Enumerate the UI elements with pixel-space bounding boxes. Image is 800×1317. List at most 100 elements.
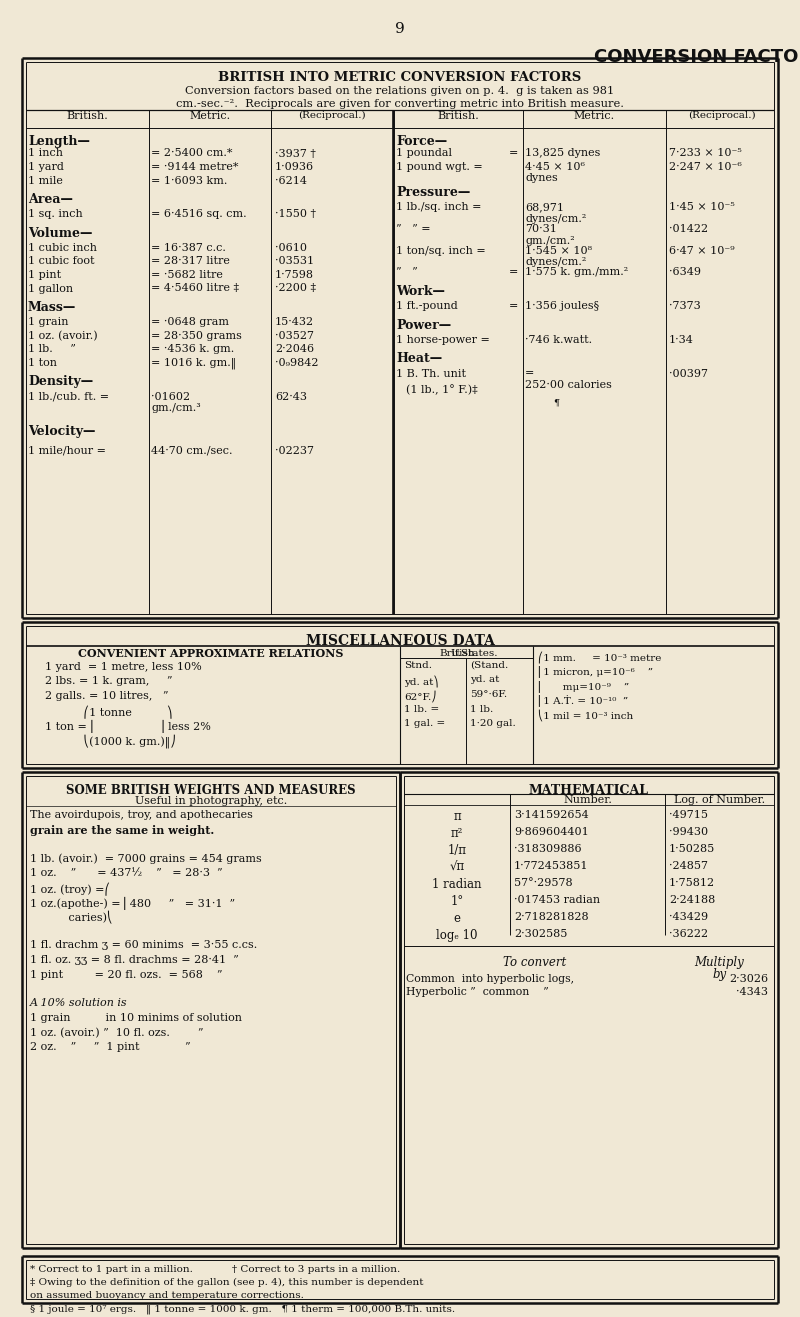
- Text: 1 cubic inch: 1 cubic inch: [28, 244, 97, 253]
- Text: Mass—: Mass—: [28, 302, 76, 313]
- Text: Metric.: Metric.: [574, 111, 615, 121]
- Text: e: e: [454, 911, 461, 925]
- Text: 1 mile: 1 mile: [28, 175, 63, 186]
- Text: ·01422: ·01422: [669, 224, 708, 234]
- Text: Conversion factors based on the relations given on p. 4.  g is taken as 981: Conversion factors based on the relation…: [186, 86, 614, 96]
- Text: ·0₉9842: ·0₉9842: [275, 358, 318, 367]
- Text: Pressure—: Pressure—: [396, 186, 470, 199]
- Text: ·6214: ·6214: [275, 175, 307, 186]
- Text: yd. at⎞: yd. at⎞: [404, 676, 438, 687]
- Text: 1 grain          in 10 minims of solution: 1 grain in 10 minims of solution: [30, 1013, 242, 1023]
- Text: Stnd.: Stnd.: [404, 661, 432, 670]
- Text: = 28·317 litre: = 28·317 litre: [151, 257, 230, 266]
- Text: ⎛1 tonne          ⎞: ⎛1 tonne ⎞: [45, 706, 173, 719]
- Text: 1 ton = ⎜                  ⎟ less 2%: 1 ton = ⎜ ⎟ less 2%: [45, 720, 211, 734]
- Text: 2 galls. = 10 litres,   ”: 2 galls. = 10 litres, ”: [45, 691, 169, 701]
- Text: 1°: 1°: [450, 896, 464, 907]
- Text: 9·869604401: 9·869604401: [514, 827, 589, 838]
- Text: Length—: Length—: [28, 136, 90, 148]
- Text: 1 lb. =: 1 lb. =: [404, 705, 439, 714]
- Text: = 1016 k. gm.‖: = 1016 k. gm.‖: [151, 358, 236, 369]
- Text: on assumed buoyancy and temperature corrections.: on assumed buoyancy and temperature corr…: [30, 1291, 304, 1300]
- Text: ·24857: ·24857: [669, 861, 708, 871]
- Text: =: =: [508, 149, 518, 158]
- Text: ·00397: ·00397: [669, 369, 708, 378]
- Text: Number.: Number.: [563, 795, 612, 805]
- Text: SOME BRITISH WEIGHTS AND MEASURES: SOME BRITISH WEIGHTS AND MEASURES: [66, 784, 356, 797]
- Text: British.: British.: [438, 111, 479, 121]
- Text: ·36222: ·36222: [669, 928, 708, 939]
- Text: CONVENIENT APPROXIMATE RELATIONS: CONVENIENT APPROXIMATE RELATIONS: [78, 648, 344, 658]
- Text: Hyperbolic ”  common    ”: Hyperbolic ” common ”: [406, 986, 549, 997]
- Text: = 1·6093 km.: = 1·6093 km.: [151, 175, 227, 186]
- Text: 1 pint         = 20 fl. ozs.  = 568    ”: 1 pint = 20 fl. ozs. = 568 ”: [30, 969, 222, 980]
- Text: § 1 joule = 10⁷ ergs.   ‖ 1 tonne = 1000 k. gm.   ¶ 1 therm = 100,000 B.Th. unit: § 1 joule = 10⁷ ergs. ‖ 1 tonne = 1000 k…: [30, 1304, 455, 1313]
- Text: 1·50285: 1·50285: [669, 844, 715, 853]
- Text: Density—: Density—: [28, 375, 93, 389]
- Text: 1 sq. inch: 1 sq. inch: [28, 209, 82, 219]
- Text: ⎝1 mil = 10⁻³ inch: ⎝1 mil = 10⁻³ inch: [538, 709, 634, 720]
- Text: 1 oz. (troy) =⎛: 1 oz. (troy) =⎛: [30, 882, 110, 896]
- Text: =: =: [525, 369, 534, 378]
- Text: (Stand.: (Stand.: [470, 661, 508, 670]
- Text: 2·302585: 2·302585: [514, 928, 567, 939]
- Text: CONVERSION FACTORS: CONVERSION FACTORS: [594, 47, 800, 66]
- Text: 1 grain: 1 grain: [28, 317, 69, 327]
- Text: 68,971: 68,971: [525, 203, 564, 212]
- Text: = ·9144 metre*: = ·9144 metre*: [151, 162, 238, 173]
- Text: ⎜      mμ=10⁻⁹    ”: ⎜ mμ=10⁻⁹ ”: [538, 680, 630, 691]
- Text: Power—: Power—: [396, 319, 451, 332]
- Text: ·49715: ·49715: [669, 810, 708, 820]
- Text: 1 ft.-pound: 1 ft.-pound: [396, 302, 458, 311]
- Text: 1 gal. =: 1 gal. =: [404, 719, 446, 728]
- Text: 252·00 calories: 252·00 calories: [525, 381, 612, 390]
- Text: 1 cubic foot: 1 cubic foot: [28, 257, 94, 266]
- Text: 1 ton/sq. inch =: 1 ton/sq. inch =: [396, 246, 486, 255]
- Text: Force—: Force—: [396, 136, 447, 148]
- Text: 1 oz. (avoir.): 1 oz. (avoir.): [28, 331, 98, 341]
- Text: 1·772453851: 1·772453851: [514, 861, 589, 871]
- Text: π²: π²: [451, 827, 463, 840]
- Text: ¶: ¶: [553, 398, 559, 407]
- Text: ·1550 †: ·1550 †: [275, 209, 316, 219]
- Text: 1 fl. drachm ʒ = 60 minims  = 3·55 c.cs.: 1 fl. drachm ʒ = 60 minims = 3·55 c.cs.: [30, 940, 258, 951]
- Text: 1 inch: 1 inch: [28, 149, 63, 158]
- Text: 2 oz.    ”     ”  1 pint             ”: 2 oz. ” ” 1 pint ”: [30, 1042, 190, 1052]
- Text: ”   ” =: ” ” =: [396, 224, 430, 234]
- Text: ·3937 †: ·3937 †: [275, 149, 316, 158]
- Text: Heat—: Heat—: [396, 353, 442, 365]
- Text: 4·45 × 10⁶: 4·45 × 10⁶: [525, 162, 585, 173]
- Text: 1 fl. oz. ʒʒ = 8 fl. drachms = 28·41  ”: 1 fl. oz. ʒʒ = 8 fl. drachms = 28·41 ”: [30, 955, 238, 965]
- Text: 1·7598: 1·7598: [275, 270, 314, 281]
- Text: ·4343: ·4343: [736, 986, 768, 997]
- Text: = ·0648 gram: = ·0648 gram: [151, 317, 229, 327]
- Text: 1·45 × 10⁻⁵: 1·45 × 10⁻⁵: [669, 203, 734, 212]
- Text: = 6·4516 sq. cm.: = 6·4516 sq. cm.: [151, 209, 246, 219]
- Text: 7·233 × 10⁻⁵: 7·233 × 10⁻⁵: [669, 149, 742, 158]
- Text: = 4·5460 litre ‡: = 4·5460 litre ‡: [151, 283, 239, 294]
- Text: =: =: [508, 302, 518, 311]
- Text: 1 pound wgt. =: 1 pound wgt. =: [396, 162, 482, 173]
- Text: 2·3026: 2·3026: [729, 975, 768, 984]
- Text: dynes/cm.²: dynes/cm.²: [525, 257, 586, 267]
- Text: 1 lb./sq. inch =: 1 lb./sq. inch =: [396, 203, 482, 212]
- Text: 1 lb. (avoir.)  = 7000 grains = 454 grams: 1 lb. (avoir.) = 7000 grains = 454 grams: [30, 853, 262, 864]
- Text: 1 B. Th. unit: 1 B. Th. unit: [396, 369, 466, 378]
- Text: =: =: [508, 267, 518, 278]
- Text: gm./cm.³: gm./cm.³: [151, 403, 201, 414]
- Text: 44·70 cm./sec.: 44·70 cm./sec.: [151, 445, 233, 456]
- Text: MISCELLANEOUS DATA: MISCELLANEOUS DATA: [306, 633, 494, 648]
- Text: (Reciprocal.): (Reciprocal.): [298, 111, 366, 120]
- Text: 1·545 × 10⁸: 1·545 × 10⁸: [525, 246, 592, 255]
- Text: 62°F.⎠: 62°F.⎠: [404, 690, 437, 702]
- Text: ·02237: ·02237: [275, 445, 314, 456]
- Text: ⎛1 mm.     = 10⁻³ metre: ⎛1 mm. = 10⁻³ metre: [538, 651, 662, 662]
- Text: cm.-sec.⁻².  Reciprocals are given for converting metric into British measure.: cm.-sec.⁻². Reciprocals are given for co…: [176, 99, 624, 109]
- Text: ·318309886: ·318309886: [514, 844, 582, 853]
- Text: = 28·350 grams: = 28·350 grams: [151, 331, 242, 341]
- Text: 2·247 × 10⁻⁶: 2·247 × 10⁻⁶: [669, 162, 742, 173]
- Text: 2 lbs. = 1 k. gram,     ”: 2 lbs. = 1 k. gram, ”: [45, 677, 173, 686]
- Text: 1 lb.: 1 lb.: [470, 705, 494, 714]
- Text: ·99430: ·99430: [669, 827, 708, 838]
- Text: To convert: To convert: [503, 956, 566, 969]
